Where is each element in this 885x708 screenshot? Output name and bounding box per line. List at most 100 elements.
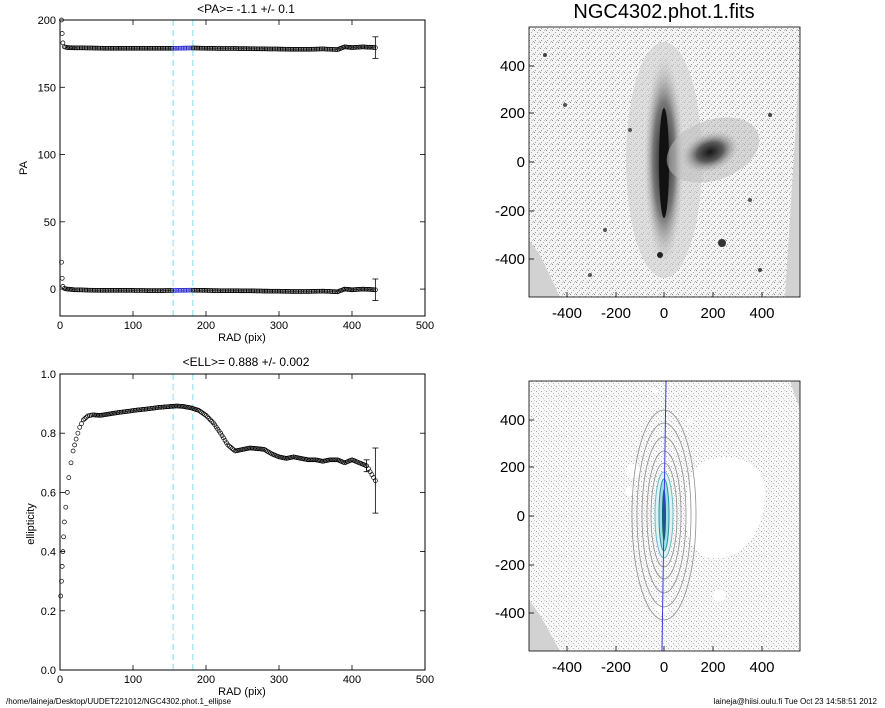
pa-x-tick-label: 300 — [270, 320, 288, 332]
ell-data-marks — [58, 374, 379, 670]
ell-series-0-point — [64, 490, 70, 495]
pa-series-0-point — [237, 288, 243, 294]
pa-series-1-point — [159, 45, 165, 51]
pa-series-0-point — [133, 288, 139, 293]
ell-error-bar-0 — [363, 459, 370, 473]
pa-series-1-point — [206, 45, 212, 51]
ell-series-0-point — [203, 413, 209, 418]
pa-series-1-point — [354, 44, 360, 50]
pa-series-1-point — [90, 45, 95, 51]
pa-series-1-point — [171, 45, 176, 51]
pa-series-0-point — [83, 287, 89, 293]
pa-series-1-point — [317, 46, 322, 52]
ell-series-0-point — [170, 403, 175, 409]
pa-series-0-point — [77, 287, 82, 293]
galaxy-image-y-tick-label: 0 — [517, 154, 525, 171]
ell-series-0-point — [59, 564, 65, 569]
pa-series-1-point — [93, 45, 99, 51]
galaxy-image-x-tick-label: 0 — [660, 305, 668, 322]
pa-series-1-point — [227, 46, 233, 51]
pa-series-1-point — [78, 45, 84, 51]
pa-series-0-point — [69, 287, 75, 292]
pa-series-1-point — [59, 31, 65, 36]
pa-series-0-point — [253, 288, 259, 294]
ell-series-0-point — [82, 416, 88, 421]
pa-y-ticks: 0 50 100 150 200 — [38, 15, 425, 296]
pa-series-0-point — [119, 288, 124, 293]
pa-series-1-point — [163, 45, 168, 51]
ell-plot-frame — [59, 373, 426, 671]
pa-series-0-point — [360, 286, 366, 292]
pa-series-0-point — [263, 288, 269, 294]
pa-series-0-point — [206, 288, 212, 293]
pa-series-0-point — [127, 288, 133, 293]
pa-series-1-point — [154, 45, 160, 51]
pa-data-marks — [59, 17, 379, 316]
pa-series-1-point — [75, 45, 81, 51]
pa-series-1-point — [249, 46, 254, 52]
pa-series-1-point — [260, 46, 266, 52]
pa-series-1-point — [142, 45, 147, 51]
pa-series-0-point — [325, 288, 331, 294]
ell-series-0-point — [118, 409, 124, 415]
pa-series-0-point — [292, 289, 298, 294]
pa-series-0-point — [104, 288, 110, 293]
pa-series-0-point — [310, 289, 316, 294]
pa-series-1-point — [236, 46, 241, 51]
pa-series-1-point — [213, 46, 219, 51]
pa-series-1-point — [86, 45, 92, 51]
ell-series-0-point — [224, 440, 229, 446]
pa-series-1-point — [360, 44, 366, 50]
pa-series-1-point — [349, 45, 355, 50]
pa-series-0-point — [142, 288, 147, 293]
pa-series-1-point — [124, 45, 129, 51]
pa-series-1-point — [239, 46, 245, 51]
pa-series-1-point — [179, 45, 185, 51]
ell-series-0-point — [205, 414, 210, 420]
pa-series-0-point — [200, 288, 206, 293]
pa-series-0-point — [182, 287, 188, 293]
ell-series-0-point — [123, 409, 129, 414]
pa-series-0-point — [137, 288, 142, 293]
pa-series-1-point — [310, 46, 316, 52]
pa-series-0-point — [73, 287, 79, 293]
pa-series-0-point — [78, 287, 84, 293]
pa-series-1-point — [328, 46, 334, 52]
pa-series-0-point — [369, 287, 375, 292]
ell-series-0-point — [164, 404, 169, 410]
pa-series-1-point — [117, 45, 123, 51]
pa-series-0-point — [221, 288, 227, 294]
pa-series-0-point — [151, 288, 157, 293]
pa-series-0-point — [93, 287, 99, 293]
ell-series-0-point — [77, 424, 83, 430]
pa-series-1-point — [120, 45, 126, 51]
pa-series-1-point — [132, 45, 137, 51]
pa-series-1-point — [284, 46, 290, 52]
pa-series-1-point — [288, 46, 293, 52]
pa-series-0-point — [257, 288, 262, 294]
galaxy-image-y-tick-label: 400 — [500, 58, 525, 75]
pa-x-tick-label: 0 — [57, 320, 63, 332]
ell-series-0-point — [251, 446, 257, 451]
isophote-image-x-tick-label: 200 — [700, 659, 725, 676]
pa-series-0-point — [363, 286, 369, 292]
pa-series-0-point — [247, 288, 253, 294]
pa-series-0-point — [218, 288, 223, 294]
pa-series-0-point — [75, 287, 81, 293]
pa-series-1-point — [292, 46, 298, 52]
ell-series-0-point — [143, 406, 149, 412]
pa-series-1-point — [281, 46, 287, 52]
pa-series-1-point — [130, 45, 136, 51]
ell-series-0-point — [91, 412, 97, 418]
pa-series-1-point — [219, 46, 225, 51]
pa-series-0-point — [250, 288, 256, 294]
pa-series-1-point — [77, 45, 82, 51]
pa-series-1-point — [192, 45, 197, 51]
pa-series-0-point — [245, 288, 251, 294]
ell-y-tick-label: 0.4 — [41, 547, 56, 559]
pa-series-1-point — [91, 45, 97, 51]
pa-series-0-point — [289, 289, 295, 294]
pa-series-0-point — [103, 288, 108, 293]
pa-series-1-point — [237, 46, 243, 51]
pa-series-0-point — [345, 287, 350, 292]
